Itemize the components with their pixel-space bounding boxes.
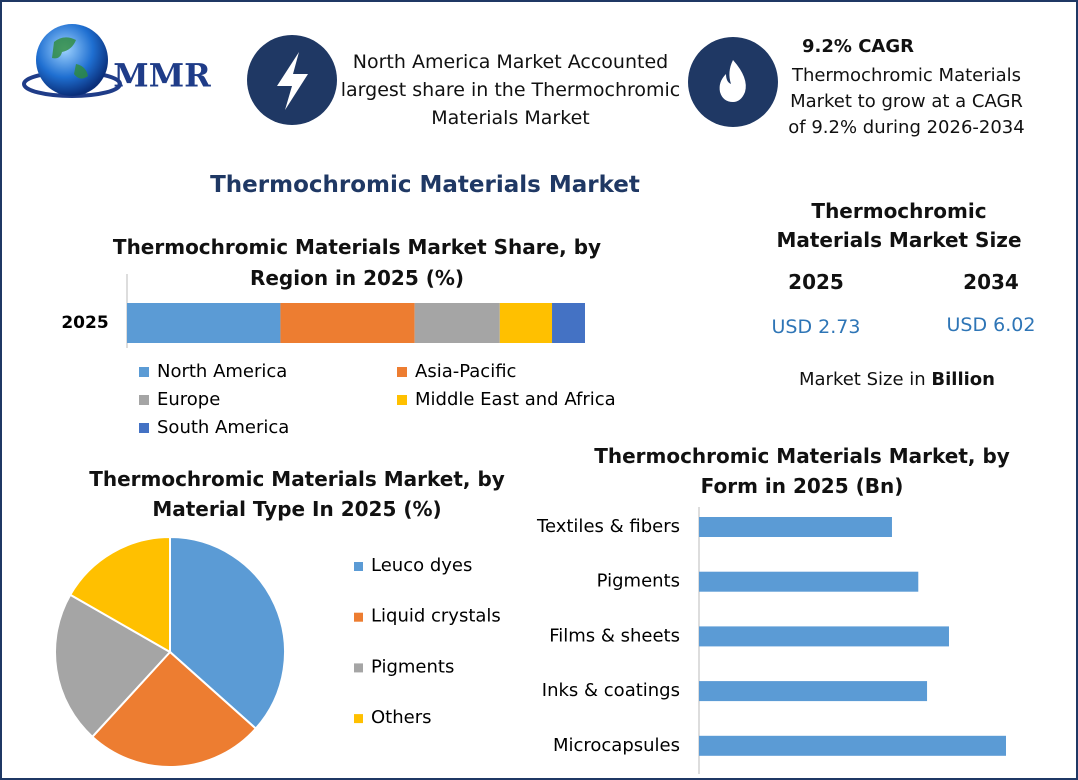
bar: [699, 735, 1006, 756]
lightning-icon: [277, 52, 308, 110]
bar: [699, 571, 919, 592]
legend-swatch: [397, 395, 407, 405]
year: 2025: [788, 270, 844, 294]
note-text: Market Size in: [798, 369, 926, 390]
legend-label: Others: [371, 707, 432, 728]
pie-slice: [90, 650, 258, 768]
bar-segment: [280, 303, 415, 343]
legend-swatch: [354, 714, 363, 724]
legend-label: Europe: [157, 389, 220, 410]
y-tick-label: Inks & coatings: [542, 680, 680, 701]
market-value: USD 6.02: [946, 314, 1036, 336]
pie-slice: [169, 535, 286, 731]
market-size-title: Thermochromic Materials Market Size: [776, 199, 1022, 252]
market-note: Market Size in Billion: [747, 369, 1047, 390]
market-value: USD 2.73: [771, 316, 861, 338]
legend-label: Asia-Pacific: [415, 361, 516, 382]
logo-land: [52, 37, 88, 79]
pie-slice: [54, 593, 172, 739]
legend-label: Leuco dyes: [371, 555, 472, 576]
main-title: Thermochromic Materials Market: [210, 172, 640, 198]
logo-text: MMR: [113, 57, 211, 95]
legend-swatch: [397, 367, 407, 377]
pie-slice: [68, 535, 171, 654]
bar-segment: [552, 303, 585, 343]
cagr-title: 9.2% CAGR: [802, 36, 914, 57]
legend-label: Middle East and Africa: [415, 389, 616, 410]
y-tick-label: Microcapsules: [553, 735, 680, 756]
legend-swatch: [354, 663, 363, 673]
legend-label: Liquid crystals: [371, 606, 501, 627]
legend-swatch: [139, 423, 149, 433]
y-tick-label: Films & sheets: [549, 625, 680, 646]
legend-swatch: [139, 367, 149, 377]
chart-title: Thermochromic Materials Market Share, by…: [112, 235, 602, 290]
bar: [699, 626, 949, 647]
legend-label: North America: [157, 361, 287, 382]
flame-icon: [719, 60, 746, 102]
chart-title: Thermochromic Materials Market, by Mater…: [89, 467, 505, 521]
y-tick-label: Pigments: [597, 571, 680, 592]
legend-label: Pigments: [371, 656, 454, 677]
category-label: 2025: [61, 313, 108, 333]
note-emphasis: Billion: [931, 369, 995, 390]
year: 2034: [963, 270, 1019, 294]
chart-title: Thermochromic Materials Market, by Form …: [594, 444, 1010, 498]
legend-swatch: [139, 395, 149, 405]
legend-label: South America: [157, 417, 289, 438]
legend-swatch: [354, 562, 363, 571]
bar-segment: [499, 303, 553, 343]
bar-segment: [127, 303, 281, 343]
header-text: North America Market Accounted largest s…: [340, 51, 681, 129]
legend-swatch: [354, 612, 363, 622]
y-tick-label: Textiles & fibers: [536, 516, 680, 537]
bar: [699, 517, 892, 537]
bar: [699, 681, 928, 702]
logo-globe: [36, 24, 108, 96]
bar-segment: [414, 303, 500, 343]
cagr-text: Thermochromic Materials Market to grow a…: [788, 65, 1025, 138]
